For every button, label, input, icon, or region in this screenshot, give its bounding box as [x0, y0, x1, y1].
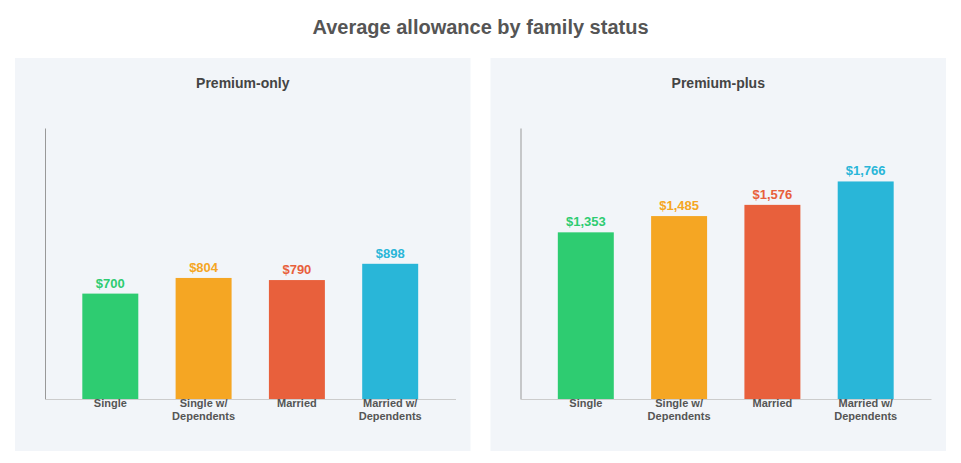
panel: Premium-onlySingleSingle w/DependentsMar…	[15, 58, 471, 451]
x-tick-label-line: Dependents	[834, 410, 897, 422]
x-tick: Married	[277, 397, 317, 409]
x-tick-label-line: Dependents	[172, 410, 235, 422]
panel-title: Premium-plus	[672, 75, 766, 91]
x-tick: Single	[569, 397, 602, 409]
x-axis: Single Single w/Dependents Married Married …	[46, 397, 457, 422]
y-axis-line	[45, 129, 46, 400]
panel: Premium-plusSingleSingle w/DependentsMar…	[491, 58, 947, 451]
bars	[558, 181, 894, 399]
x-tick-label: Single	[569, 397, 602, 409]
x-tick-label-line: Married	[753, 397, 793, 409]
x-tick-label-line: Single w/	[655, 397, 703, 409]
bars	[82, 264, 418, 399]
x-tick-label: Single w/Dependents	[648, 397, 711, 422]
x-tick-label-line: Married	[277, 397, 317, 409]
x-tick-label-line: Single	[94, 397, 127, 409]
x-tick: Single w/Dependents	[648, 397, 711, 422]
data-label: $1,353	[566, 214, 606, 229]
y-axis	[521, 129, 522, 400]
chart-svg: Average allowance by family status Premiu…	[0, 0, 961, 463]
x-tick-label: Single	[94, 397, 127, 409]
panel-title: Premium-only	[196, 75, 290, 91]
y-axis-line	[521, 129, 522, 400]
x-tick-label: Married	[277, 397, 317, 409]
bar	[651, 216, 707, 399]
bar	[269, 280, 325, 399]
data-label: $804	[189, 260, 219, 275]
x-tick: Married w/Dependents	[834, 397, 897, 422]
panel-background	[491, 58, 947, 451]
x-tick-label-line: Single	[569, 397, 602, 409]
plot-area: Single Single w/Dependents Married Married …	[46, 129, 457, 422]
data-label: $1,576	[753, 187, 793, 202]
bar	[838, 181, 894, 399]
data-labels: $1,353 $1,485 $1,576 $1,766	[566, 163, 886, 229]
x-tick-label-line: Dependents	[648, 410, 711, 422]
data-label: $1,485	[659, 198, 699, 213]
y-axis	[45, 129, 46, 400]
data-label: $1,766	[846, 163, 886, 178]
x-axis: Single Single w/Dependents Married Married …	[521, 397, 932, 422]
chart-title: Average allowance by family status	[312, 16, 648, 38]
x-tick-label: Married	[753, 397, 793, 409]
bar	[744, 205, 800, 399]
x-tick-label-line: Married w/	[363, 397, 417, 409]
x-tick-label-line: Single w/	[180, 397, 228, 409]
panel-background	[15, 58, 471, 451]
x-tick-label: Married w/Dependents	[834, 397, 897, 422]
x-tick-label: Single w/Dependents	[172, 397, 235, 422]
x-tick: Married	[753, 397, 793, 409]
x-tick-label: Married w/Dependents	[359, 397, 422, 422]
x-tick-label-line: Dependents	[359, 410, 422, 422]
data-label: $700	[96, 276, 125, 291]
plot-area: Single Single w/Dependents Married Married …	[521, 129, 932, 422]
x-tick-label-line: Married w/	[838, 397, 892, 409]
data-label: $898	[376, 246, 405, 261]
bar	[558, 232, 614, 399]
data-labels: $700 $804 $790 $898	[96, 246, 405, 291]
bar	[82, 294, 138, 399]
bar	[362, 264, 418, 399]
x-tick: Single	[94, 397, 127, 409]
x-tick: Married w/Dependents	[359, 397, 422, 422]
data-label: $790	[282, 262, 311, 277]
bar	[176, 278, 232, 399]
x-tick: Single w/Dependents	[172, 397, 235, 422]
